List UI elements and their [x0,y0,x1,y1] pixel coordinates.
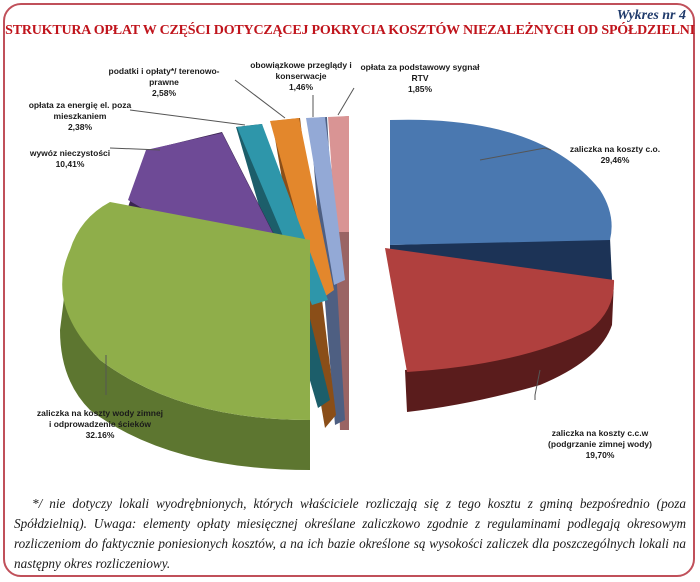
label-co-name: zaliczka na koszty c.o. [569,144,661,154]
label-cw-name: zaliczka na koszty c.c.w [551,428,649,438]
label-co: zaliczka na koszty c.o. 29,46% [545,144,685,166]
label-woda-name2: i odprowadzenie ścieków [48,419,152,429]
label-przeglady-value: 1,46% [288,82,314,92]
label-smieci: wywóz nieczystości 10,41% [20,148,120,170]
footnote: */ nie dotyczy lokali wyodrębnionych, kt… [14,496,686,571]
label-energia-name: opłata za energię el. poza [28,100,132,110]
label-co-value: 29,46% [600,155,630,165]
chart-number: Wykres nr 4 [616,8,686,23]
slice-cw [385,248,615,412]
label-przeglady-name: obowiązkowe przeglądy i [250,60,352,70]
label-rtv: opłata za podstawowy sygnał RTV 1,85% [355,62,485,95]
label-rtv-name: opłata za podstawowy sygnał [360,62,480,72]
label-podatki-value: 2,58% [151,88,177,98]
label-cw: zaliczka na koszty c.c.w (podgrzanie zim… [525,428,675,461]
label-przeglady-name2: konserwacje [275,71,327,81]
label-smieci-name: wywóz nieczystości [29,148,111,158]
label-podatki: podatki i opłaty*/ terenowo- prawne 2,58… [100,66,228,99]
leader-lines [105,79,552,400]
label-cw-value: 19,70% [585,450,615,460]
label-cw-name2: (podgrzanie zimnej wody) [548,439,652,449]
label-woda-name: zaliczka na koszty wody zimnej [36,408,164,418]
slice-co [390,119,612,280]
label-przeglady: obowiązkowe przeglądy i konserwacje 1,46… [245,60,357,93]
label-podatki-name2: prawne [149,77,179,87]
label-podatki-name: podatki i opłaty*/ terenowo- [108,66,220,76]
label-energia-value: 2,38% [67,122,93,132]
label-energia: opłata za energię el. poza mieszkaniem 2… [16,100,144,133]
label-rtv-name2: RTV [411,73,429,83]
label-smieci-value: 10,41% [55,159,85,169]
label-rtv-value: 1,85% [407,84,433,94]
slice-woda [60,202,310,470]
label-woda: zaliczka na koszty wody zimnej i odprowa… [30,408,170,441]
label-woda-value: 32.16% [85,430,115,440]
chart-title: STRUKTURA OPŁAT W CZĘŚCI DOTYCZĄCEJ POKR… [5,23,695,38]
chart-frame [3,3,695,577]
label-energia-name2: mieszkaniem [53,111,107,121]
